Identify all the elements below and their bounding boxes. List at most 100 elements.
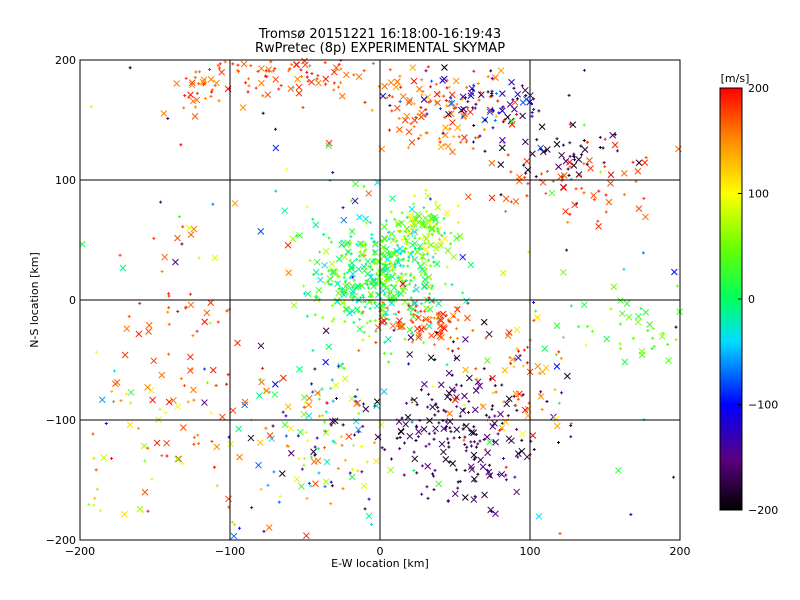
- data-point: [176, 309, 180, 313]
- data-point: [607, 171, 615, 179]
- data-point: [272, 470, 276, 474]
- data-point: [363, 100, 367, 104]
- data-point: [339, 435, 343, 439]
- data-point: [488, 194, 496, 202]
- data-point: [661, 331, 665, 335]
- data-point: [477, 91, 485, 99]
- data-point: [198, 70, 202, 74]
- data-point: [349, 270, 357, 278]
- data-point: [413, 286, 420, 293]
- data-point: [631, 336, 635, 340]
- data-point: [441, 64, 448, 71]
- data-point: [615, 149, 619, 153]
- data-point: [555, 163, 562, 171]
- data-point: [416, 315, 420, 319]
- data-point: [329, 502, 333, 506]
- data-point: [430, 398, 434, 402]
- data-point: [565, 248, 569, 252]
- data-point: [403, 225, 411, 233]
- data-point: [447, 445, 451, 449]
- data-point: [477, 98, 481, 102]
- data-point: [359, 445, 363, 448]
- data-point: [427, 241, 435, 249]
- data-point: [389, 195, 396, 202]
- data-point: [352, 73, 356, 77]
- data-point: [324, 410, 328, 414]
- data-point: [203, 309, 211, 317]
- data-point: [499, 193, 503, 197]
- data-point: [425, 485, 429, 489]
- data-point: [493, 384, 497, 388]
- data-point: [511, 98, 515, 102]
- data-point: [423, 240, 430, 247]
- data-point: [317, 397, 321, 401]
- data-point: [380, 317, 388, 325]
- data-point: [135, 330, 143, 338]
- data-point: [330, 484, 334, 488]
- data-point: [389, 236, 397, 244]
- data-point: [436, 322, 440, 326]
- data-point: [369, 295, 373, 299]
- data-point: [166, 310, 170, 314]
- data-point: [446, 437, 450, 441]
- data-point: [353, 433, 357, 437]
- data-point: [432, 260, 436, 264]
- data-point: [343, 320, 347, 324]
- data-point: [279, 374, 287, 382]
- data-point: [340, 443, 344, 447]
- data-point: [582, 123, 586, 127]
- data-point: [355, 73, 363, 80]
- data-point: [569, 121, 577, 129]
- data-point: [421, 276, 429, 283]
- data-point: [330, 378, 334, 382]
- data-point: [92, 456, 96, 460]
- data-point: [200, 76, 208, 84]
- data-point: [518, 447, 526, 455]
- data-point: [405, 215, 409, 219]
- data-point: [618, 310, 626, 317]
- data-point: [373, 258, 377, 262]
- data-point: [160, 269, 164, 273]
- data-point: [325, 139, 333, 147]
- data-point: [468, 428, 476, 436]
- data-point: [217, 99, 221, 103]
- data-point: [574, 187, 578, 191]
- data-point: [389, 210, 393, 214]
- data-point: [308, 258, 312, 262]
- data-point: [271, 380, 279, 388]
- data-point: [423, 114, 427, 118]
- data-point: [604, 210, 608, 214]
- data-point: [419, 388, 423, 392]
- data-point: [363, 305, 367, 309]
- data-point: [350, 468, 354, 472]
- data-point: [370, 236, 374, 240]
- data-point: [329, 423, 333, 427]
- data-point: [597, 189, 601, 193]
- data-point: [136, 426, 140, 430]
- data-point: [411, 219, 419, 226]
- data-point: [497, 111, 501, 115]
- data-point: [641, 159, 649, 166]
- data-point: [446, 499, 450, 503]
- data-point: [399, 287, 407, 294]
- data-point: [293, 475, 301, 483]
- data-point: [433, 468, 437, 472]
- data-point: [418, 109, 426, 117]
- data-point: [427, 226, 431, 230]
- data-point: [492, 438, 500, 446]
- data-point: [483, 118, 487, 122]
- data-point: [209, 411, 213, 415]
- data-point: [177, 215, 181, 219]
- data-point: [403, 250, 407, 254]
- data-point: [400, 211, 404, 215]
- data-point: [358, 259, 362, 263]
- data-point: [338, 92, 346, 100]
- data-point: [398, 447, 402, 451]
- data-point: [404, 413, 412, 421]
- data-point: [231, 200, 239, 207]
- colorbar-tick-label: 100: [748, 188, 769, 201]
- data-point: [433, 215, 437, 219]
- data-point: [191, 334, 195, 338]
- data-point: [530, 114, 534, 118]
- data-point: [449, 231, 453, 235]
